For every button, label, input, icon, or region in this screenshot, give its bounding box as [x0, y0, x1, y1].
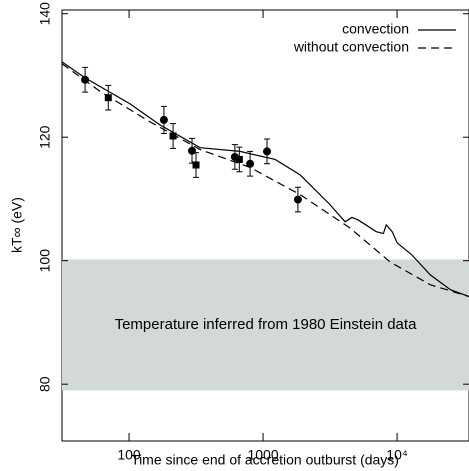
y-axis-label: kT∞ (eV) — [9, 197, 25, 253]
point-circle — [246, 159, 255, 168]
point-circle — [159, 115, 168, 124]
x-tick-label: 1000 — [247, 447, 278, 463]
band-label: Temperature inferred from 1980 Einstein … — [115, 316, 417, 333]
point-circle — [81, 75, 90, 84]
point-square — [235, 155, 243, 163]
legend-label: convection — [342, 21, 409, 37]
x-tick-label: 100 — [117, 447, 141, 463]
y-tick-label: 140 — [37, 2, 53, 26]
point-square — [192, 161, 200, 169]
x-tick-label: 10⁴ — [386, 447, 408, 463]
plot — [62, 61, 469, 391]
x-axis-label: Time since end of accretion outburst (da… — [131, 452, 399, 468]
y-tick-label: 80 — [37, 376, 53, 392]
legend-label: without convection — [293, 39, 409, 55]
line-dashed — [62, 63, 469, 298]
point-circle — [293, 195, 302, 204]
y-tick-label: 120 — [37, 125, 53, 149]
point-square — [104, 94, 112, 102]
point-circle — [188, 146, 197, 155]
point-square — [169, 132, 177, 140]
plot-frame — [61, 9, 469, 442]
point-circle — [263, 147, 272, 156]
y-tick-label: 100 — [37, 249, 53, 273]
band — [62, 259, 469, 391]
